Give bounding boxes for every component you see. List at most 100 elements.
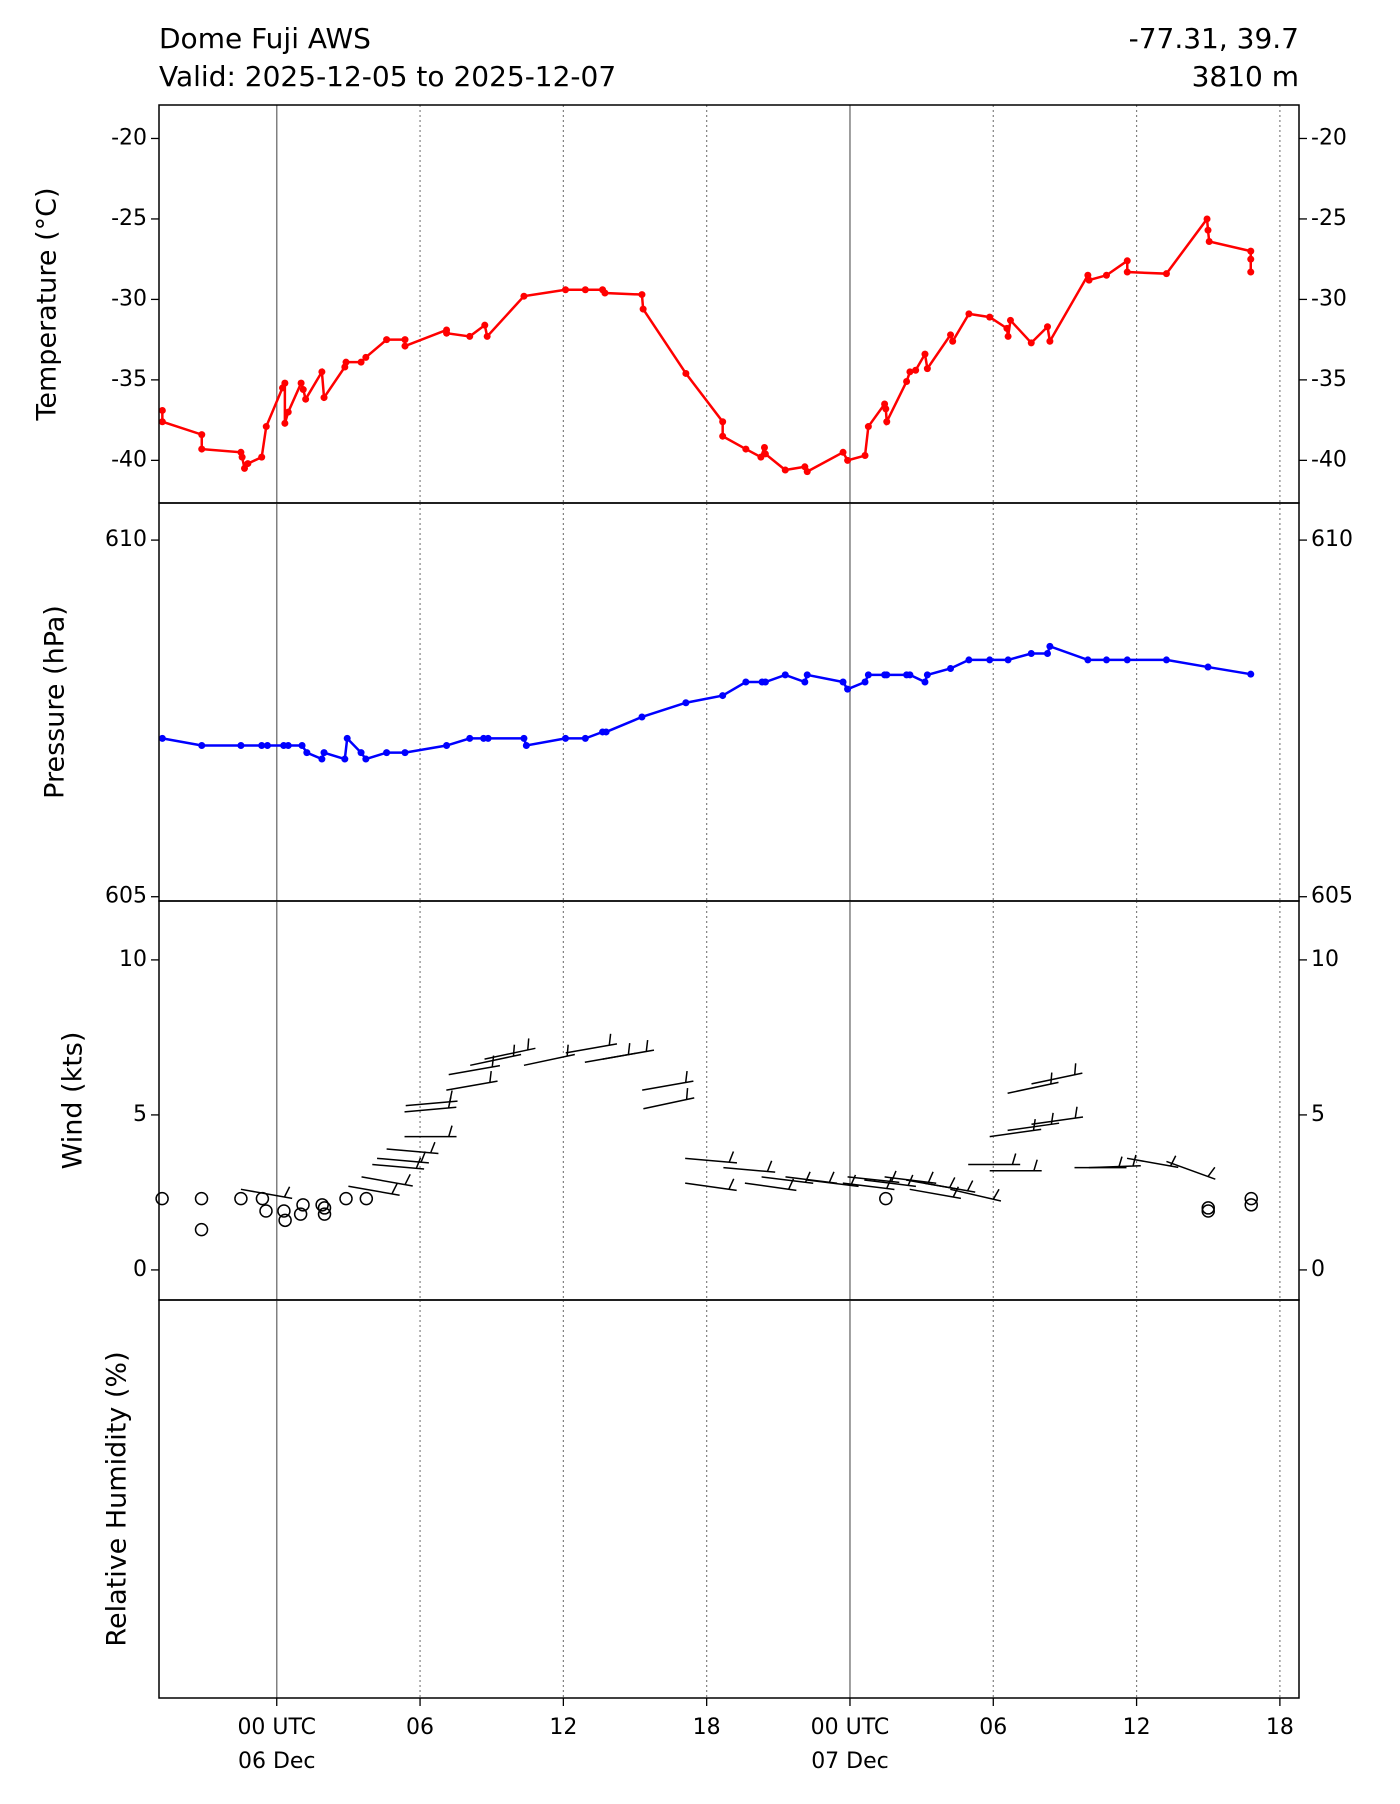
- data-point: [298, 742, 306, 750]
- data-point: [362, 353, 370, 361]
- data-point: [383, 749, 391, 757]
- data-point: [742, 445, 750, 453]
- calm-circle: [194, 1222, 209, 1237]
- data-point: [483, 332, 491, 340]
- y-tick-label-right: 605: [1311, 884, 1353, 909]
- wind-barb: [1007, 1072, 1059, 1094]
- data-point: [760, 443, 768, 451]
- data-point: [1123, 257, 1131, 265]
- wind-barb: [1031, 1063, 1083, 1085]
- x-tick-label: 12: [1123, 1715, 1151, 1740]
- data-point: [601, 289, 609, 297]
- wind-barb: [348, 1183, 400, 1196]
- data-point: [1006, 316, 1014, 324]
- data-point: [320, 394, 328, 402]
- data-point: [1027, 649, 1035, 657]
- data-point: [258, 453, 266, 461]
- y-tick-label: -30: [111, 286, 147, 311]
- y-tick-label: 605: [105, 884, 147, 909]
- wind-barb: [642, 1070, 694, 1091]
- y-tick-label: -35: [111, 367, 147, 392]
- y-tick-label: -20: [111, 125, 147, 150]
- data-point: [1247, 268, 1255, 276]
- wind-barb: [1166, 1160, 1216, 1180]
- data-point: [1085, 276, 1093, 284]
- y-tick-label: -25: [111, 206, 147, 231]
- data-point: [803, 671, 811, 679]
- data-point: [602, 728, 610, 736]
- wind-barb: [1007, 1112, 1060, 1132]
- data-point: [484, 734, 492, 742]
- data-point: [1003, 324, 1011, 332]
- data-point: [299, 386, 307, 394]
- data-point: [965, 310, 973, 318]
- calm-circle: [155, 1191, 169, 1206]
- data-point: [1102, 656, 1110, 664]
- y-tick-label-right: -35: [1311, 367, 1347, 392]
- data-point: [520, 292, 528, 300]
- data-point: [466, 332, 474, 340]
- calm-circle: [296, 1198, 310, 1212]
- data-point: [903, 377, 911, 385]
- x-tick-label: 12: [549, 1715, 577, 1740]
- data-point: [320, 749, 328, 757]
- data-point: [761, 678, 769, 686]
- data-point: [906, 671, 914, 679]
- data-point: [383, 336, 391, 344]
- data-point: [303, 749, 311, 757]
- y-tick-label: 0: [133, 1257, 147, 1282]
- data-point: [158, 418, 166, 426]
- data-point: [238, 453, 246, 461]
- calm-circle: [259, 1204, 273, 1218]
- wind-barb: [989, 1118, 1042, 1138]
- wind-barb: [1031, 1106, 1084, 1125]
- calm-circle: [879, 1191, 893, 1206]
- data-point: [682, 699, 690, 707]
- data-point: [401, 749, 409, 757]
- wind-barb: [968, 1153, 1021, 1166]
- data-point: [318, 755, 326, 763]
- data-point: [781, 671, 789, 679]
- data-point: [1027, 339, 1035, 347]
- data-point: [1204, 663, 1212, 671]
- wind-barb: [404, 1125, 457, 1138]
- x-tick-label: 06: [979, 1715, 1007, 1740]
- wind-barb: [950, 1188, 1002, 1202]
- data-point: [923, 365, 931, 373]
- data-point: [297, 379, 305, 387]
- wind-barb: [602, 1039, 655, 1060]
- data-point: [481, 321, 489, 329]
- y-tick-label-right: 0: [1311, 1257, 1325, 1282]
- data-point: [638, 291, 646, 299]
- data-point: [1205, 237, 1213, 245]
- data-point: [742, 678, 750, 686]
- data-point: [803, 468, 811, 476]
- data-point: [1043, 649, 1051, 657]
- y-tick-label-right: 610: [1311, 527, 1353, 552]
- wind-barb: [723, 1160, 776, 1173]
- x-tick-date: 06 Dec: [238, 1749, 316, 1774]
- data-point: [522, 742, 530, 750]
- x-tick-date: 07 Dec: [811, 1749, 889, 1774]
- data-line: [161, 215, 1252, 474]
- data-point: [562, 734, 570, 742]
- y-tick-label: -40: [111, 447, 147, 472]
- data-point: [1203, 215, 1211, 223]
- y-tick-label: 5: [133, 1102, 147, 1127]
- y-tick-label-right: -40: [1311, 447, 1347, 472]
- data-point: [443, 742, 451, 750]
- data-point: [581, 734, 589, 742]
- wind-barb: [989, 1159, 1042, 1172]
- wind-barb: [923, 1180, 976, 1193]
- data-point: [906, 368, 914, 376]
- data-point: [1123, 268, 1131, 276]
- data-point: [1123, 656, 1131, 664]
- subtitle: Valid: 2025-12-05 to 2025-12-07: [159, 60, 616, 93]
- data-point: [1102, 271, 1110, 279]
- data-point: [284, 408, 292, 416]
- data-point: [520, 734, 528, 742]
- title: Dome Fuji AWS: [159, 22, 371, 55]
- data-point: [921, 350, 929, 358]
